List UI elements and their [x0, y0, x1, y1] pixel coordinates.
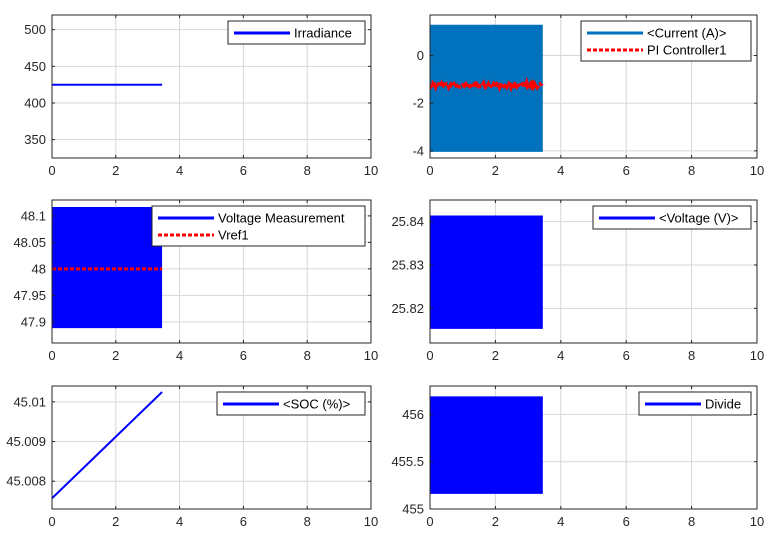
x-tick-label: 0	[426, 514, 433, 529]
x-tick-label: 2	[492, 514, 499, 529]
axes-border	[51, 199, 372, 344]
x-tick-label: 10	[750, 348, 764, 363]
series-line-1	[430, 76, 545, 94]
legend-box	[592, 205, 752, 230]
x-tick-label: 4	[176, 514, 183, 529]
y-tick-label: 350	[24, 132, 46, 147]
x-tick-label: 8	[688, 163, 695, 178]
x-tick-label: 10	[364, 514, 378, 529]
legend-label: Voltage Measurement	[218, 211, 345, 226]
axes-voltage-measurement: 0 2 4 6 8 10 47.9 47.95 48 48.05 48.1 Voltage Measu…	[13, 199, 378, 363]
legend-label: <Voltage (V)>	[659, 211, 739, 226]
data-layer	[430, 24, 545, 152]
legend-box	[151, 205, 366, 247]
y-tick-label: 45.008	[6, 474, 46, 489]
x-tick-label: 0	[48, 514, 55, 529]
y-tick-label: 456	[402, 407, 424, 422]
x-tick-label: 0	[48, 348, 55, 363]
x-tick-label: 10	[364, 348, 378, 363]
x-tick-label: 10	[750, 163, 764, 178]
y-tick-label: 48.05	[13, 235, 46, 250]
legend-label: Divide	[705, 397, 741, 412]
axes-soc: 0 2 4 6 8 10 45.008 45.009 45.01 <SOC (%)>	[6, 385, 378, 529]
x-tick-label: 6	[240, 348, 247, 363]
legend: <Current (A)> PI Controller1	[580, 20, 752, 62]
y-tick-label: 0	[417, 48, 424, 63]
x-tick-label: 10	[364, 163, 378, 178]
series-band-0	[430, 216, 543, 328]
x-tick-label: 0	[426, 163, 433, 178]
x-tick-label: 8	[304, 514, 311, 529]
x-tick-label: 8	[688, 514, 695, 529]
y-tick-label: 450	[24, 59, 46, 74]
x-tick-label: 2	[112, 348, 119, 363]
axes-border	[429, 199, 758, 344]
y-tick-label: 47.9	[21, 314, 46, 329]
x-tick-label: 10	[750, 514, 764, 529]
y-tick-label: 48.1	[21, 208, 46, 223]
x-tick-label: 0	[48, 163, 55, 178]
x-tick-label: 4	[557, 514, 564, 529]
y-tick-label: 25.84	[391, 214, 424, 229]
legend-box	[227, 20, 366, 45]
legend-label: Irradiance	[294, 26, 352, 41]
axes-border	[429, 385, 758, 510]
legend-box	[216, 391, 366, 416]
y-tick-label: -4	[412, 143, 424, 158]
legend-label: PI Controller1	[647, 43, 726, 58]
axes-border	[51, 385, 372, 510]
axes-current: 0 2 4 6 8 10 -4 -2 0 <Current (A)> PI Controller1	[412, 14, 764, 178]
y-tick-label: 455	[402, 502, 424, 517]
x-tick-label: 6	[623, 348, 630, 363]
legend: <Voltage (V)>	[592, 205, 752, 230]
x-tick-label: 8	[688, 348, 695, 363]
y-tick-label: 455.5	[391, 454, 424, 469]
legend-label: <SOC (%)>	[283, 397, 350, 412]
legend: Divide	[638, 391, 752, 416]
legend: Irradiance	[227, 20, 366, 45]
data-layer	[52, 206, 163, 329]
x-tick-label: 4	[176, 163, 183, 178]
x-tick-label: 6	[240, 163, 247, 178]
x-tick-label: 4	[176, 348, 183, 363]
y-tick-label: 25.83	[391, 258, 424, 273]
x-tick-label: 6	[240, 514, 247, 529]
x-tick-label: 6	[623, 163, 630, 178]
legend-label: Vref1	[218, 228, 249, 243]
x-tick-label: 4	[557, 348, 564, 363]
x-tick-label: 8	[304, 348, 311, 363]
legend-box	[580, 20, 752, 62]
series-line-0	[52, 391, 163, 500]
x-tick-label: 8	[304, 163, 311, 178]
y-tick-label: -2	[412, 96, 424, 111]
x-tick-label: 6	[623, 514, 630, 529]
data-layer	[430, 396, 543, 494]
y-tick-label: 48	[32, 261, 46, 276]
series-band-0	[430, 397, 543, 493]
x-tick-label: 4	[557, 163, 564, 178]
y-tick-label: 400	[24, 96, 46, 111]
y-tick-label: 500	[24, 22, 46, 37]
legend-label: <Current (A)>	[647, 26, 726, 41]
x-tick-label: 0	[426, 348, 433, 363]
axes-irradiance: 0 2 4 6 8 10 350 400 450 500 Irradiance	[24, 14, 378, 178]
y-tick-label: 45.009	[6, 434, 46, 449]
legend: <SOC (%)>	[216, 391, 366, 416]
legend: Voltage Measurement Vref1	[151, 205, 366, 247]
y-tick-label: 25.82	[391, 301, 424, 316]
x-tick-label: 2	[492, 163, 499, 178]
axes-voltage: 0 2 4 6 8 10 25.82 25.83 25.84 <Voltage (V)>	[391, 199, 764, 363]
axes-divide: 0 2 4 6 8 10 455 455.5 456 Divide	[391, 385, 764, 529]
y-tick-label: 47.95	[13, 288, 46, 303]
x-tick-label: 2	[112, 163, 119, 178]
data-layer	[430, 215, 543, 329]
axes-border	[429, 14, 758, 159]
y-tick-label: 45.01	[13, 394, 46, 409]
x-tick-label: 2	[492, 348, 499, 363]
data-layer	[52, 391, 163, 500]
axes-border	[51, 14, 372, 159]
x-tick-label: 2	[112, 514, 119, 529]
